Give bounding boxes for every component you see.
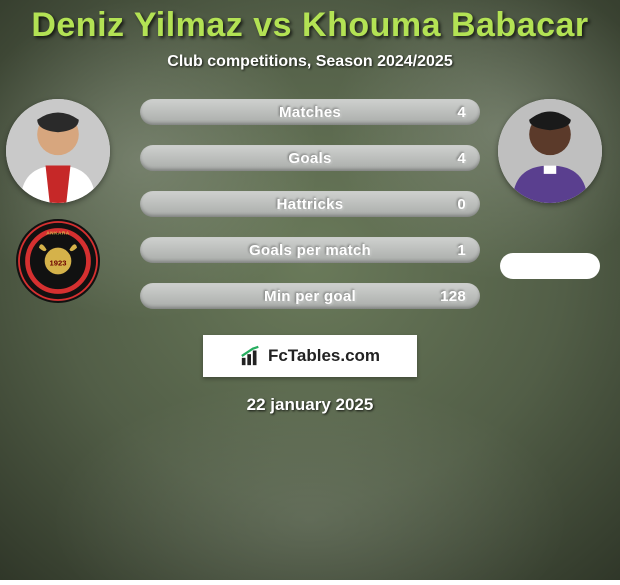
stat-row-goals: Goals 4: [140, 145, 480, 171]
site-branding: FcTables.com: [203, 335, 417, 377]
stat-row-matches: Matches 4: [140, 99, 480, 125]
left-player-avatar: [6, 99, 110, 203]
svg-text:ANKARA: ANKARA: [46, 230, 70, 236]
right-player-avatar: [498, 99, 602, 203]
left-player-column: 1923 ANKARA: [6, 99, 110, 303]
stat-label: Goals: [140, 150, 480, 167]
left-club-logo: 1923 ANKARA: [16, 219, 100, 303]
stat-label: Matches: [140, 104, 480, 121]
stat-row-goals-per-match: Goals per match 1: [140, 237, 480, 263]
stat-row-min-per-goal: Min per goal 128: [140, 283, 480, 309]
stat-label: Goals per match: [140, 242, 480, 259]
stat-label: Min per goal: [140, 288, 480, 305]
site-name: FcTables.com: [268, 346, 380, 366]
right-player-column: [498, 99, 602, 279]
bar-chart-icon: [240, 345, 262, 367]
date-label: 22 january 2025: [247, 395, 374, 415]
right-club-logo: [500, 253, 600, 279]
stat-label: Hattricks: [140, 196, 480, 213]
stat-row-hattricks: Hattricks 0: [140, 191, 480, 217]
subtitle: Club competitions, Season 2024/2025: [167, 53, 452, 71]
stat-bars: Matches 4 Goals 4 Hattricks 0 Goals per …: [140, 99, 480, 309]
page-title: Deniz Yilmaz vs Khouma Babacar: [31, 6, 588, 45]
svg-text:1923: 1923: [50, 259, 67, 268]
comparison-area: 1923 ANKARA Matches 4 Goals 4: [0, 99, 620, 309]
